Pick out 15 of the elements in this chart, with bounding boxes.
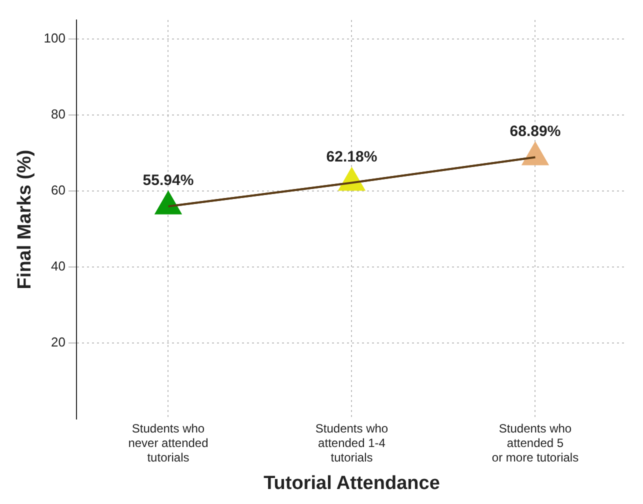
x-axis-title: Tutorial Attendance <box>264 472 440 494</box>
point <box>522 142 548 166</box>
y-tick-label: 40 <box>51 258 66 274</box>
y-tick-label: 80 <box>51 106 66 122</box>
x-tick-label: Students who attended 1-4 tutorials <box>315 422 388 464</box>
point <box>155 191 182 214</box>
y-tick-label: 100 <box>44 30 66 46</box>
x-tick-label: Students who never attended tutorials <box>128 422 208 464</box>
data-label: 62.18% <box>326 148 378 166</box>
y-tick-label: 60 <box>51 182 66 198</box>
data-label: 55.94% <box>142 172 194 190</box>
y-axis-title: Final Marks (%) <box>14 150 36 290</box>
x-tick-label: Students who attended 5 or more tutorials <box>492 422 579 464</box>
data-label: 68.89% <box>510 122 561 140</box>
y-tick-label: 20 <box>51 334 66 350</box>
